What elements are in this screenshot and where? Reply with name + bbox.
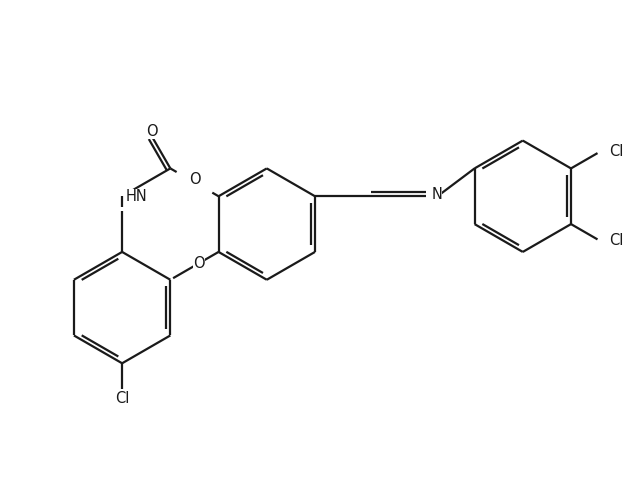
- Text: O: O: [189, 172, 201, 188]
- Text: Cl: Cl: [609, 233, 623, 249]
- Text: O: O: [194, 255, 205, 271]
- Text: HN: HN: [126, 189, 148, 204]
- Text: Cl: Cl: [115, 391, 130, 406]
- Text: N: N: [431, 187, 442, 202]
- Text: Cl: Cl: [609, 144, 623, 159]
- Text: O: O: [146, 124, 157, 139]
